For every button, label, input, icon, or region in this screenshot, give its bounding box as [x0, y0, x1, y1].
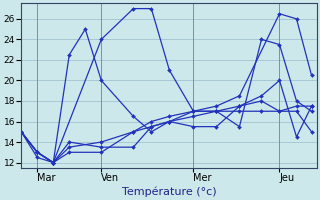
X-axis label: Température (°c): Température (°c) [122, 186, 216, 197]
